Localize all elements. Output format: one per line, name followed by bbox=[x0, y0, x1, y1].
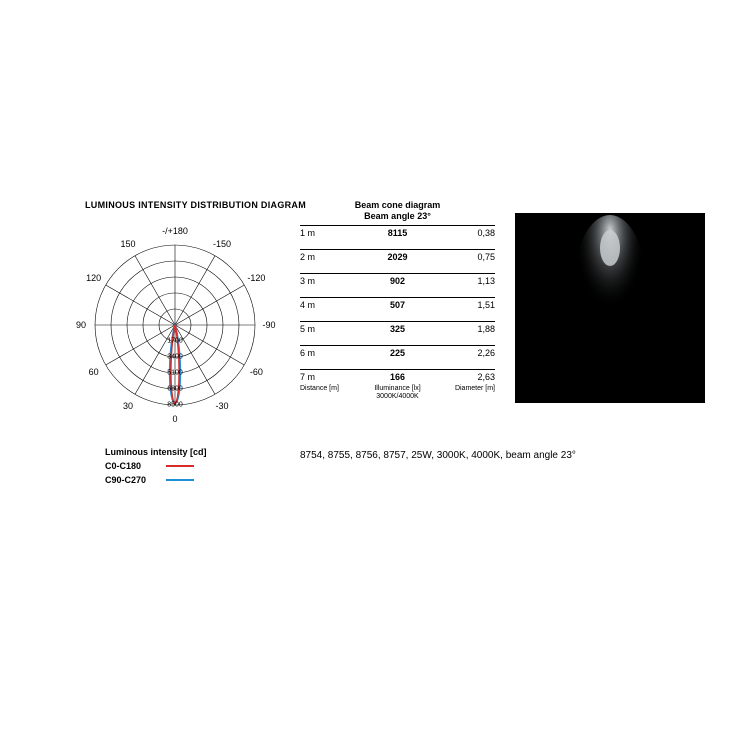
legend-label: C90-C270 bbox=[105, 473, 160, 487]
product-caption: 8754, 8755, 8756, 8757, 25W, 3000K, 4000… bbox=[300, 450, 576, 461]
polar-radial-label: 1700 bbox=[167, 338, 183, 345]
cone-diameter: 1,51 bbox=[477, 300, 495, 310]
polar-svg bbox=[75, 225, 275, 425]
polar-angle-label: -120 bbox=[247, 273, 265, 283]
cone-diameter: 2,26 bbox=[477, 348, 495, 358]
cone-distance: 3 m bbox=[300, 276, 315, 286]
cone-illuminance: 507 bbox=[390, 300, 405, 310]
cone-title: Beam cone diagram Beam angle 23° bbox=[300, 200, 495, 222]
legend-row: C90-C270 bbox=[105, 473, 207, 487]
cone-diameter: 0,75 bbox=[477, 252, 495, 262]
polar-angle-label: -150 bbox=[213, 239, 231, 249]
legend: Luminous intensity [cd] C0-C180C90-C270 bbox=[105, 445, 207, 487]
cone-illuminance: 902 bbox=[390, 276, 405, 286]
polar-diagram: -/+180 -150 150 -120 120 -90 90 -60 60 -30 30 0 1700… bbox=[75, 225, 275, 425]
legend-label: C0-C180 bbox=[105, 459, 160, 473]
cone-illuminance: 8115 bbox=[388, 228, 408, 238]
cone-illuminance: 225 bbox=[390, 348, 405, 358]
cone-distance: 7 m bbox=[300, 372, 315, 382]
cone-illuminance: 325 bbox=[390, 324, 405, 334]
page: LUMINOUS INTENSITY DISTRIBUTION DIAGRAM … bbox=[0, 0, 750, 750]
polar-angle-label: -90 bbox=[262, 320, 275, 330]
polar-angle-label: 60 bbox=[89, 367, 99, 377]
cone-row: 3 m9021,13 bbox=[300, 273, 495, 274]
cone-footer-illuminance: Illuminance [lx]3000K/4000K bbox=[374, 385, 420, 401]
polar-angle-label: 0 bbox=[172, 414, 177, 424]
legend-title: Luminous intensity [cd] bbox=[105, 445, 207, 459]
cone-diameter: 1,88 bbox=[477, 324, 495, 334]
legend-row: C0-C180 bbox=[105, 459, 207, 473]
cone-distance: 4 m bbox=[300, 300, 315, 310]
cone-footer-diameter: Diameter [m] bbox=[455, 385, 495, 392]
polar-radial-label: 5100 bbox=[167, 370, 183, 377]
cone-row: 1 m81150,38 bbox=[300, 225, 495, 226]
beam-cone-diagram: 1 m81150,382 m20290,753 m9021,134 m5071,… bbox=[300, 225, 495, 417]
polar-angle-label: -60 bbox=[250, 367, 263, 377]
cone-footer-distance: Distance [m] bbox=[300, 385, 339, 392]
cone-row: 2 m20290,75 bbox=[300, 249, 495, 250]
cone-row: 5 m3251,88 bbox=[300, 321, 495, 322]
cone-illuminance: 2029 bbox=[387, 252, 407, 262]
cone-diameter: 2,63 bbox=[477, 372, 495, 382]
polar-angle-label: 90 bbox=[76, 320, 86, 330]
cone-title-line2: Beam angle 23° bbox=[300, 211, 495, 222]
beam-photo bbox=[515, 213, 705, 403]
polar-angle-label: -30 bbox=[215, 401, 228, 411]
cone-row: 7 m1662,63 bbox=[300, 369, 495, 370]
polar-radial-label: 6800 bbox=[167, 386, 183, 393]
cone-distance: 5 m bbox=[300, 324, 315, 334]
cone-diameter: 0,38 bbox=[477, 228, 495, 238]
cone-row: 4 m5071,51 bbox=[300, 297, 495, 298]
cone-title-line1: Beam cone diagram bbox=[300, 200, 495, 211]
cone-diameter: 1,13 bbox=[477, 276, 495, 286]
polar-angle-label: 150 bbox=[120, 239, 135, 249]
legend-swatch bbox=[166, 479, 194, 481]
beam-photo-svg bbox=[515, 213, 705, 403]
polar-radial-label: 3400 bbox=[167, 354, 183, 361]
cone-distance: 2 m bbox=[300, 252, 315, 262]
legend-swatch bbox=[166, 465, 194, 467]
polar-angle-label: -/+180 bbox=[162, 226, 188, 236]
polar-angle-label: 120 bbox=[86, 273, 101, 283]
diagram-title: LUMINOUS INTENSITY DISTRIBUTION DIAGRAM bbox=[85, 200, 306, 210]
polar-angle-label: 30 bbox=[123, 401, 133, 411]
cone-illuminance: 166 bbox=[390, 372, 405, 382]
cone-distance: 6 m bbox=[300, 348, 315, 358]
cone-distance: 1 m bbox=[300, 228, 315, 238]
polar-radial-label: 8500 bbox=[167, 402, 183, 409]
cone-row: 6 m2252,26 bbox=[300, 345, 495, 346]
